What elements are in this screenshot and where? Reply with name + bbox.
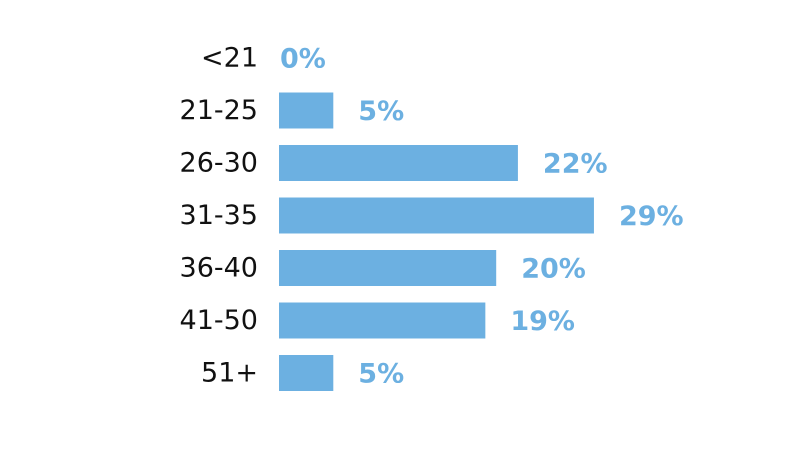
value-label: 22% (543, 149, 608, 180)
value-label: 0% (280, 44, 326, 75)
value-label: 29% (619, 201, 684, 232)
bar (279, 92, 334, 129)
value-label: 5% (358, 96, 404, 127)
category-label: 41-50 (180, 305, 258, 336)
value-label: 20% (521, 254, 586, 285)
bar (279, 250, 497, 286)
category-label: 26-30 (180, 148, 258, 179)
category-label: 31-35 (180, 200, 258, 231)
category-label: 36-40 (180, 253, 258, 284)
bar (279, 355, 334, 391)
category-label: 51+ (201, 358, 258, 389)
value-label: 5% (358, 359, 404, 390)
value-label: 19% (510, 306, 575, 337)
category-label: <21 (201, 43, 258, 74)
bar (279, 302, 486, 339)
bar (279, 145, 518, 181)
bar (279, 197, 594, 234)
category-label: 21-25 (180, 95, 258, 126)
